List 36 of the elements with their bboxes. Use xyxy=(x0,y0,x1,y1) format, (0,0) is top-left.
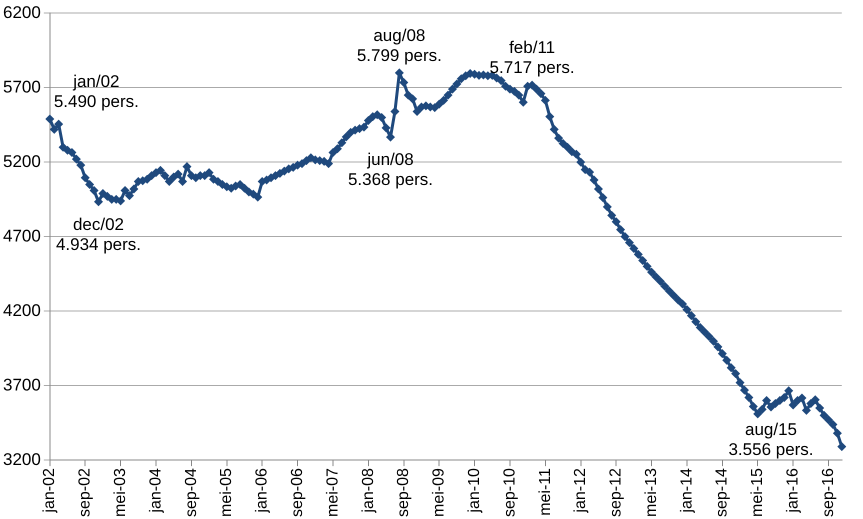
x-tick-label: jan-16 xyxy=(784,468,802,514)
x-tick-label: sep-14 xyxy=(714,468,731,517)
x-tick-label: sep-12 xyxy=(608,468,625,517)
x-tick-label: jan-08 xyxy=(360,468,377,514)
annotation: aug/08 5.799 pers. xyxy=(356,26,442,65)
x-tick-label: jan-06 xyxy=(254,468,271,514)
x-tick-label: jan-02 xyxy=(41,468,58,514)
x-tick-label: jan-10 xyxy=(466,468,483,514)
annotation: dec/02 4.934 pers. xyxy=(56,214,142,254)
x-tick-label: mei-09 xyxy=(430,468,448,517)
x-tick-label: sep-02 xyxy=(76,468,94,517)
annotation: jan/02 5.490 pers. xyxy=(54,72,139,111)
x-tick-label: mei-03 xyxy=(112,468,130,517)
y-tick-label: 3700 xyxy=(2,375,41,394)
x-tick-label: sep-06 xyxy=(288,468,306,517)
x-tick-label: mei-15 xyxy=(749,468,766,517)
x-tick-label: jan-04 xyxy=(147,468,164,514)
x-tick-label: sep-08 xyxy=(395,468,412,517)
x-tick-label: sep-04 xyxy=(182,468,200,517)
y-tick-label: 4200 xyxy=(2,300,41,320)
x-tick-label: mei-11 xyxy=(536,468,554,516)
x-tick-label: jan-12 xyxy=(572,468,590,514)
annotation: aug/15 3.556 pers. xyxy=(728,420,814,460)
y-tick-label: 3200 xyxy=(2,450,41,469)
x-tick-label: mei-05 xyxy=(218,468,236,517)
y-tick-label: 4700 xyxy=(2,226,41,246)
x-tick-label: jan-14 xyxy=(678,468,696,514)
x-tick-label: sep-16 xyxy=(820,468,837,517)
y-tick-label: 5700 xyxy=(2,77,41,96)
annotation: feb/11 5.717 pers. xyxy=(490,38,575,78)
x-tick-label: mei-13 xyxy=(642,468,660,517)
x-tick-label: mei-07 xyxy=(324,468,342,517)
x-tick-label: sep-10 xyxy=(501,468,518,517)
annotation: jun/08 5.368 pers. xyxy=(348,150,434,190)
y-tick-label: 6200 xyxy=(2,2,41,22)
y-tick-label: 5200 xyxy=(2,152,41,171)
